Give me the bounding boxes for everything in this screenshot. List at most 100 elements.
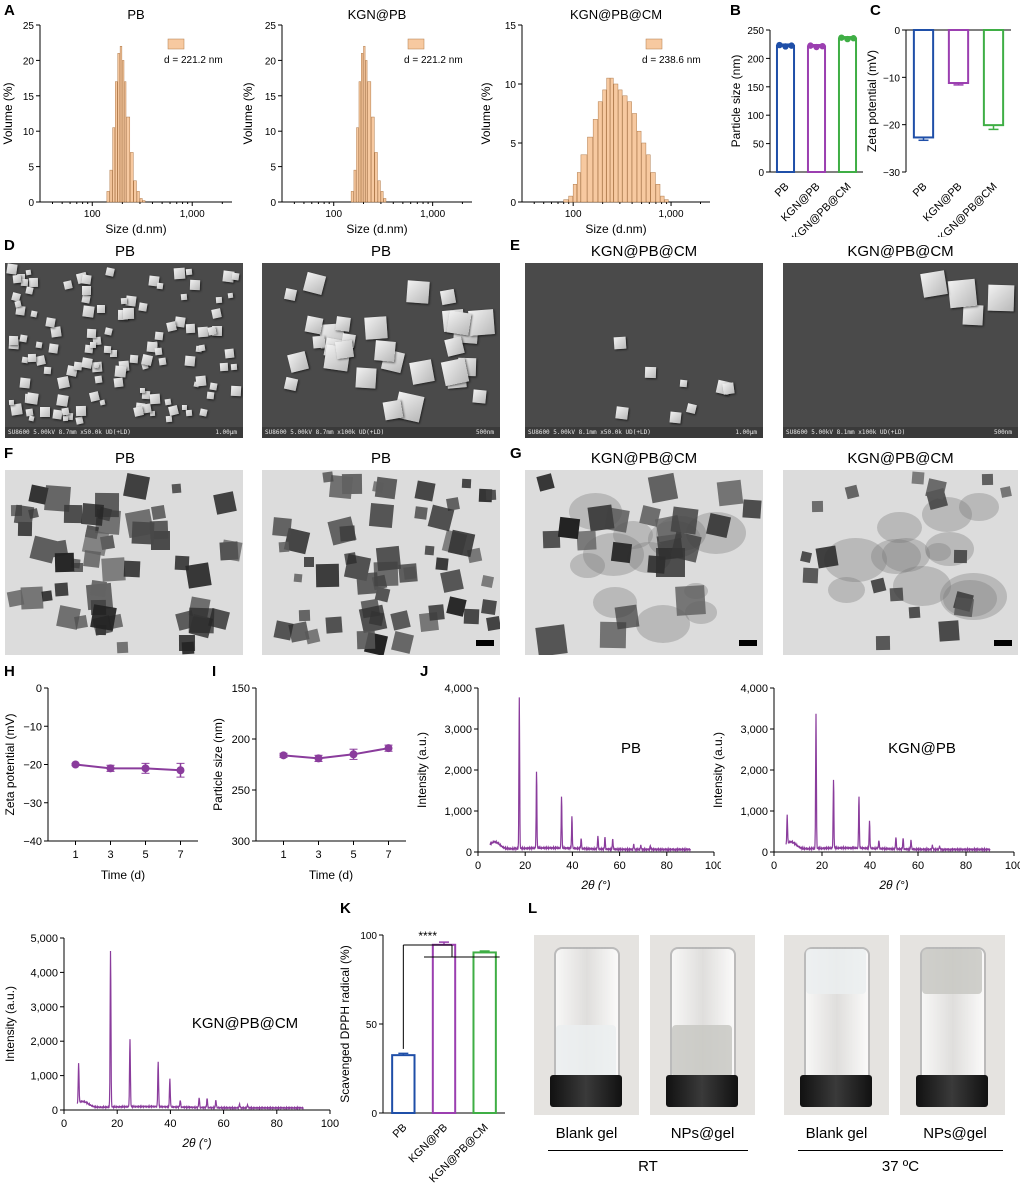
nanocube: [947, 278, 978, 309]
histogram-bar: [641, 142, 647, 203]
x-tick-label: 100: [705, 860, 721, 872]
x-tick-label: 80: [661, 860, 673, 872]
chart-title: PB: [127, 7, 144, 22]
legend-text: d = 221.2 nm: [164, 55, 223, 66]
nanocube: [889, 588, 904, 602]
y-tick-label: 10: [23, 127, 35, 138]
nanocube: [121, 297, 128, 305]
x-tick-label: 1,000: [420, 209, 445, 220]
y-axis-label: Scavenged DPPH radical (%): [338, 945, 352, 1102]
nanocube: [195, 375, 207, 388]
histogram-bar: [627, 101, 632, 203]
nanocube: [485, 489, 497, 501]
nanocube: [220, 539, 243, 562]
histogram-bar: [613, 83, 619, 203]
histogram-bar: [587, 136, 593, 203]
nanocube: [231, 363, 238, 371]
histogram-bar: [618, 89, 623, 203]
data-point: [782, 43, 789, 50]
y-tick-label: 25: [265, 21, 277, 32]
y-tick-label: 100: [747, 111, 764, 122]
histogram-bar: [122, 60, 125, 203]
y-tick-label: 50: [366, 1020, 378, 1031]
nanocube: [414, 480, 436, 503]
histogram-bar: [112, 127, 116, 203]
y-tick-label: 250: [747, 26, 764, 37]
nanocube: [674, 584, 706, 616]
nanocube: [403, 566, 418, 581]
y-tick-label: 1,000: [444, 806, 472, 818]
group-line-rt: [548, 1150, 748, 1151]
histogram-bar: [133, 180, 137, 203]
y-tick-label: 3,000: [444, 724, 472, 736]
nanocube: [57, 375, 70, 389]
nanocube: [150, 505, 166, 521]
histogram-bar: [356, 127, 359, 203]
nanocube: [113, 377, 123, 387]
vial-caption-3: Blank gel: [805, 1125, 868, 1142]
vial-cap: [666, 1075, 738, 1107]
vial-photo-nps-gel-rt: [650, 935, 755, 1115]
xrd-spectrum: [489, 697, 691, 853]
nanocube: [369, 503, 394, 529]
nanocube: [101, 556, 127, 582]
tem-image-pb-1: [5, 470, 243, 655]
nanocube: [139, 387, 146, 394]
panel-label-f: F: [4, 445, 14, 462]
nanocube: [17, 521, 32, 537]
x-axis-label: Time (d): [101, 868, 145, 882]
y-axis-label: Particle size (nm): [211, 718, 225, 811]
nanocube: [439, 569, 464, 594]
y-tick-label: 15: [505, 21, 517, 32]
nanocube: [298, 610, 310, 622]
nanocube: [480, 575, 495, 589]
histogram-bar: [142, 200, 146, 203]
panel-f-title-1: PB: [114, 450, 135, 467]
nanocube: [646, 555, 666, 574]
nanocube: [81, 274, 93, 286]
gel-content: [806, 949, 866, 994]
nanocube: [304, 557, 315, 568]
sem-image-kgn-pb-cm-low-mag: SU8600 5.00kV 8.1mm x50.0k UD(+LD) 1.00μm: [525, 263, 763, 438]
y-tick-label: 150: [747, 83, 764, 94]
nanocube: [447, 529, 476, 558]
nanocube: [390, 631, 414, 655]
x-tick-label: 100: [325, 209, 342, 220]
nanocube: [870, 578, 887, 594]
nanocube: [168, 405, 180, 417]
nanocube: [184, 562, 212, 589]
x-tick-label: 60: [613, 860, 625, 872]
histogram-bar: [380, 191, 384, 203]
y-axis-label: Volume (%): [1, 82, 15, 144]
histogram-bar: [646, 154, 651, 203]
histogram-bar: [365, 60, 368, 203]
nanocube: [1000, 486, 1012, 499]
nanocube: [131, 521, 154, 545]
x-tick-label: 7: [177, 849, 183, 861]
x-tick-label: 1: [72, 849, 78, 861]
y-tick-label: 3,000: [740, 724, 768, 736]
nanocube: [186, 268, 193, 276]
y-tick-label: 5: [270, 163, 276, 174]
nanocube: [463, 608, 480, 625]
nanocube: [409, 359, 435, 386]
vial-cap: [916, 1075, 988, 1107]
nanocube: [374, 340, 396, 362]
x-axis-label: Time (d): [309, 868, 353, 882]
membrane-blob: [870, 538, 921, 574]
histogram-bar: [106, 191, 110, 203]
nanocube: [293, 573, 303, 583]
nanocube: [25, 269, 32, 275]
nanocube: [427, 504, 455, 532]
nanocube: [908, 606, 921, 619]
histogram-bar: [576, 172, 581, 203]
histogram-bar: [636, 130, 642, 203]
data-point: [819, 42, 826, 50]
nanocube: [334, 339, 355, 359]
y-tick-label: 300: [232, 836, 250, 848]
data-point: [349, 750, 358, 759]
nanocube: [25, 392, 39, 405]
y-tick-label: 4,000: [30, 967, 58, 979]
nanocube: [185, 323, 196, 334]
membrane-blob: [882, 538, 931, 572]
